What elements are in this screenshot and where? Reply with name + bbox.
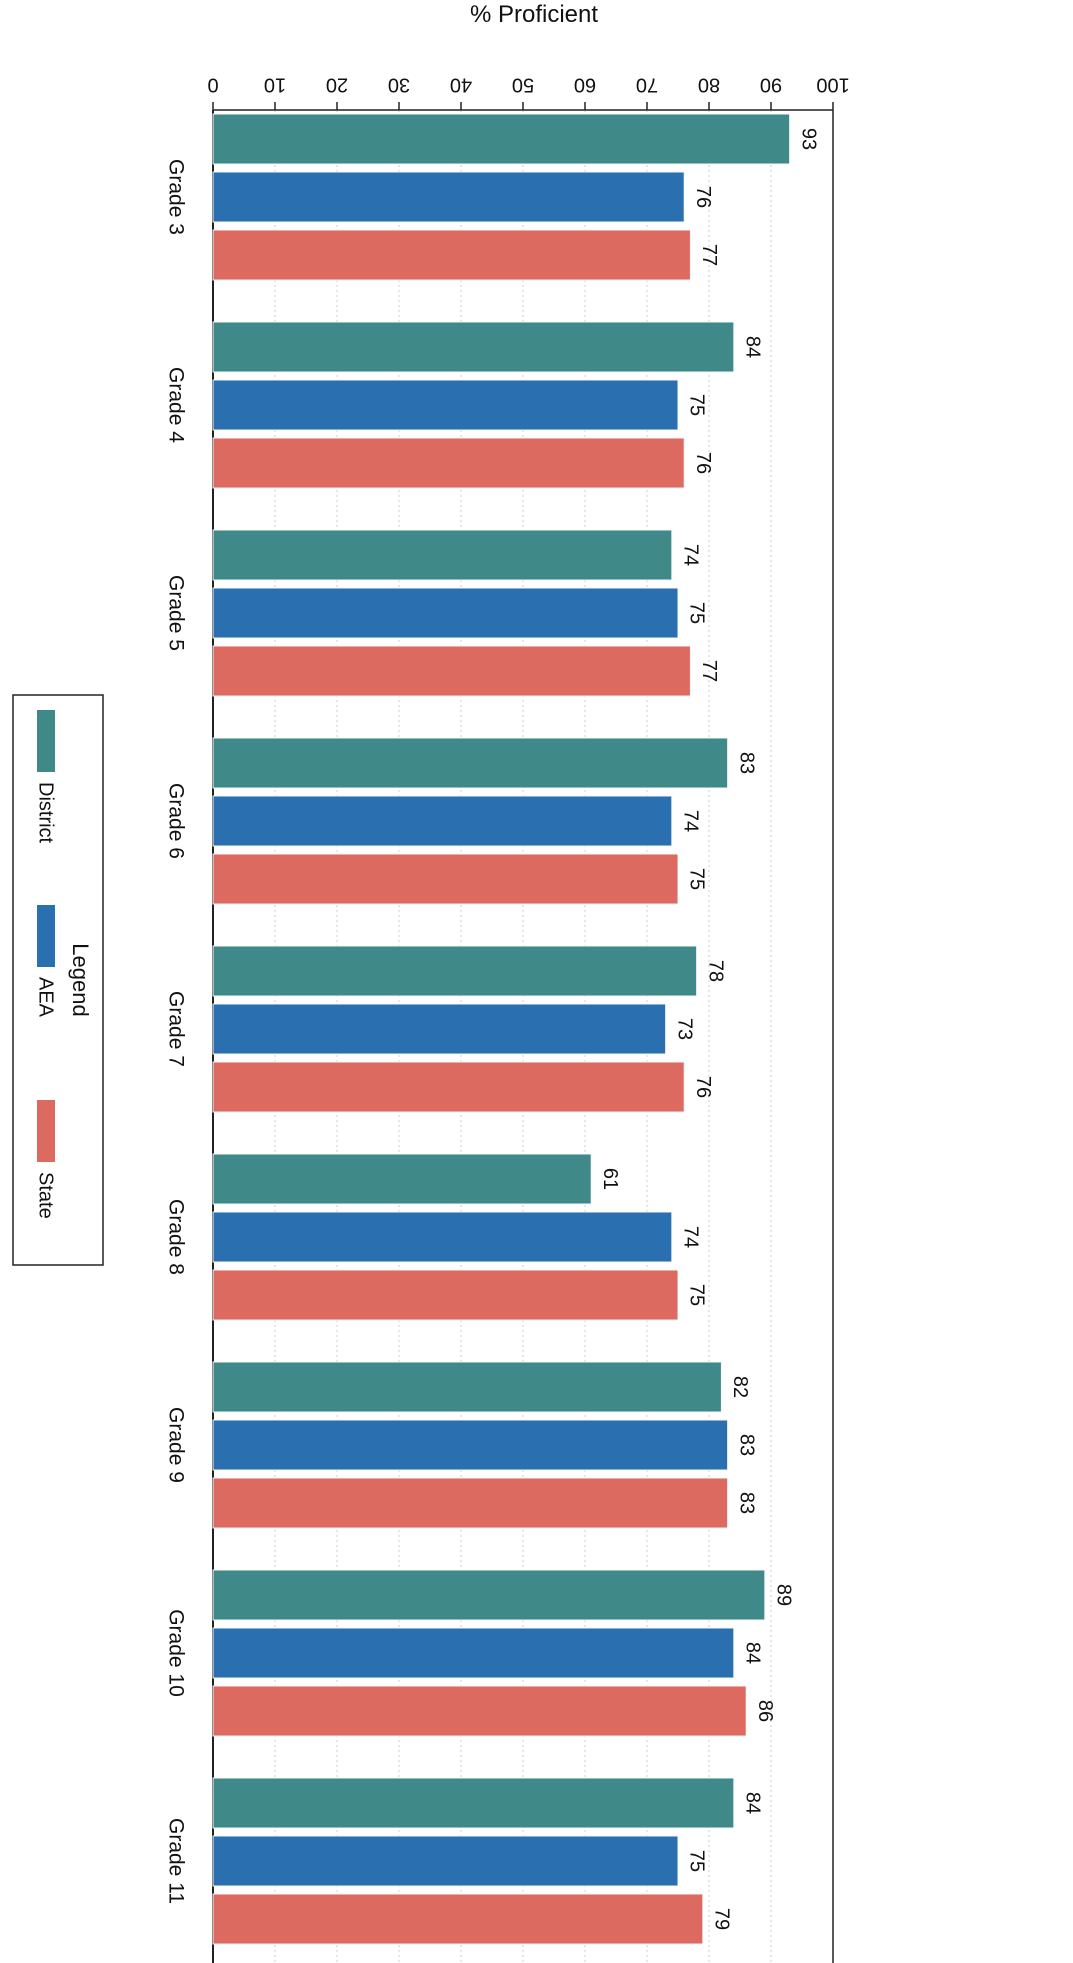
bar-district-grade-4 (212, 321, 735, 373)
data-label: 61 (599, 1168, 621, 1190)
category-label: Grade 7 (164, 991, 187, 1067)
x-tick-label: 40 (450, 74, 472, 96)
legend-label-aea: AEA (35, 977, 57, 1018)
data-label: 82 (729, 1376, 751, 1398)
data-label: 75 (686, 1850, 708, 1872)
x-tick-label: 80 (698, 74, 720, 96)
x-tick-label: 70 (636, 74, 658, 96)
category-label: Grade 6 (164, 783, 187, 859)
bar-state-grade-8 (212, 1269, 679, 1321)
data-label: 73 (673, 1018, 695, 1040)
category-label: Grade 11 (164, 1818, 187, 1904)
bar-aea-grade-7 (212, 1003, 667, 1055)
bar-district-grade-11 (212, 1777, 735, 1829)
x-tick-label: 20 (326, 74, 348, 96)
bar-state-grade-11 (212, 1893, 704, 1945)
x-tick-label: 0 (207, 74, 218, 96)
bar-aea-grade-11 (212, 1835, 679, 1887)
category-label: Grade 4 (164, 367, 187, 443)
data-label: 84 (742, 1792, 764, 1814)
bar-district-grade-5 (212, 529, 673, 581)
data-label: 78 (704, 960, 726, 982)
bar-district-grade-3 (212, 113, 791, 165)
plot-area: 0 10 20 30 40 50 60 70 80 90 100 Grade 3 93 76 77 Grade… (164, 74, 850, 1963)
category-label: Grade 3 (164, 159, 187, 235)
category-label: Grade 8 (164, 1199, 187, 1275)
x-tick-label: 90 (760, 74, 782, 96)
data-label: 76 (692, 452, 714, 474)
data-label: 74 (680, 810, 702, 832)
bar-district-grade-7 (212, 945, 698, 997)
data-label: 83 (735, 1434, 757, 1456)
data-label: 74 (680, 1226, 702, 1248)
legend-title: Legend (68, 943, 93, 1016)
data-label: 75 (686, 868, 708, 890)
data-label: 89 (773, 1584, 795, 1606)
category-label: Grade 9 (164, 1407, 187, 1483)
x-tick-label: 60 (574, 74, 596, 96)
bar-state-grade-3 (212, 229, 691, 281)
bar-aea-grade-9 (212, 1419, 729, 1471)
data-label: 77 (698, 244, 720, 266)
bar-district-grade-9 (212, 1361, 722, 1413)
legend: Legend District AEA State (12, 694, 104, 1266)
x-tick-label: 30 (388, 74, 410, 96)
x-tick-label: 100 (816, 74, 849, 96)
x-axis-label: % Proficient (470, 1, 598, 28)
bar-district-grade-8 (212, 1153, 592, 1205)
category-label: Grade 10 (164, 1609, 187, 1697)
legend-swatch-aea (37, 905, 55, 967)
bar-aea-grade-4 (212, 379, 679, 431)
x-tick-label: 10 (264, 74, 286, 96)
data-label: 79 (711, 1908, 733, 1930)
bar-state-grade-10 (212, 1685, 747, 1737)
bar-aea-grade-10 (212, 1627, 735, 1679)
data-label: 86 (754, 1700, 776, 1722)
bar-state-grade-5 (212, 645, 691, 697)
data-label: 76 (692, 186, 714, 208)
data-label: 75 (686, 1284, 708, 1306)
bar-aea-grade-3 (212, 171, 685, 223)
data-label: 84 (742, 1642, 764, 1664)
legend-label-state: State (35, 1172, 57, 1219)
bar-aea-grade-5 (212, 587, 679, 639)
bar-aea-grade-8 (212, 1211, 673, 1263)
data-label: 93 (797, 128, 819, 150)
legend-box (12, 694, 104, 1266)
data-label: 75 (686, 394, 708, 416)
bar-district-grade-6 (212, 737, 729, 789)
bar-district-grade-10 (212, 1569, 766, 1621)
legend-swatch-state (37, 1100, 55, 1162)
legend-swatch-district (37, 710, 55, 772)
data-label: 84 (742, 336, 764, 358)
data-label: 75 (686, 602, 708, 624)
data-label: 76 (692, 1076, 714, 1098)
bar-state-grade-4 (212, 437, 685, 489)
category-label: Grade 5 (164, 575, 187, 651)
legend-label-district: District (35, 782, 57, 844)
data-label: 74 (680, 544, 702, 566)
bar-aea-grade-6 (212, 795, 673, 847)
data-label: 83 (735, 1492, 757, 1514)
data-label: 83 (735, 752, 757, 774)
x-tick-label: 50 (512, 74, 534, 96)
bar-state-grade-9 (212, 1477, 729, 1529)
bar-state-grade-7 (212, 1061, 685, 1113)
data-label: 77 (698, 660, 720, 682)
bar-state-grade-6 (212, 853, 679, 905)
